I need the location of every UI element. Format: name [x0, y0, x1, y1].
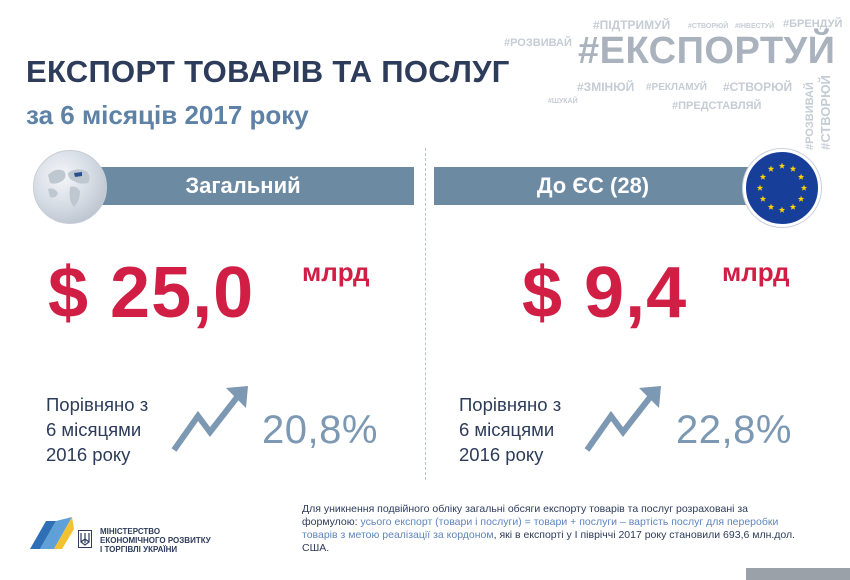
eu-star [800, 184, 808, 191]
eu-star [756, 184, 764, 191]
total-unit: млрд [302, 257, 370, 287]
hashtag: #ШУКАЙ [548, 98, 578, 105]
bottom-bar [746, 568, 850, 580]
hashtag: #СТВОРЮЙ [688, 23, 729, 30]
hashtag: #РОЗВИВАЙ [504, 37, 572, 49]
trend-up-arrow-icon [581, 382, 665, 456]
eu-amount: $ 9,4 [522, 253, 688, 333]
page-title: ЕКСПОРТ ТОВАРІВ ТА ПОСЛУГ [26, 54, 510, 89]
hashtag-vertical: #СТВОРЮЙ [818, 75, 833, 150]
hashtag: #ПІДТРИМУЙ [593, 18, 671, 32]
eu-label: До ЄС (28) [536, 173, 650, 198]
eu-star [778, 162, 786, 169]
eu-banner: До ЄС (28) [434, 167, 752, 205]
total-amount: $ 25,0 [48, 253, 255, 333]
hashtag: #ПРЕДСТАВЛЯЙ [672, 100, 762, 112]
eu-star [797, 195, 805, 202]
eu-star [789, 203, 797, 210]
eu-star [797, 173, 805, 180]
trend-up-arrow-icon [168, 382, 252, 456]
ministry-logo-icon [26, 509, 78, 557]
hashtag: #СТВОРЮЙ [723, 80, 793, 94]
hashtag-vertical: #РОЗВИВАЙ [804, 82, 816, 150]
globe-icon [33, 150, 107, 224]
eu-star [759, 173, 767, 180]
page-subtitle: за 6 місяців 2017 року [26, 100, 309, 130]
hashtag: #БРЕНДУЙ [783, 18, 843, 30]
eu-star [778, 206, 786, 213]
column-divider [425, 148, 426, 480]
hashtag: #ІНВЕСТУЙ [735, 23, 775, 30]
ministry-name: МІНІСТЕРСТВО ЕКОНОМІЧНОГО РОЗВИТКУ І ТОР… [100, 527, 211, 554]
total-comparison: Порівняно з 6 місяцями 2016 року [46, 394, 149, 465]
eu-growth-percent: 22,8% [676, 408, 792, 452]
hashtag-main: #ЕКСПОРТУЙ [578, 30, 836, 72]
eu-comparison: Порівняно з 6 місяцями 2016 року [459, 394, 562, 465]
total-banner: Загальний [72, 167, 414, 205]
eu-flag-icon [743, 149, 821, 227]
trident-icon [78, 530, 92, 548]
eu-star [767, 203, 775, 210]
eu-star [759, 195, 767, 202]
footnote: Для уникнення подвійного обліку загальні… [302, 503, 796, 554]
eu-star [767, 165, 775, 172]
eu-unit: млрд [722, 257, 790, 287]
total-label: Загальний [185, 173, 301, 198]
total-growth-percent: 20,8% [262, 408, 378, 452]
hashtag: #ЗМІНЮЙ [577, 80, 635, 94]
hashtag: #РЕКЛАМУЙ [646, 82, 707, 93]
footnote-formula: усього експорт (товари і послуги) = това… [302, 516, 779, 541]
eu-star [789, 165, 797, 172]
